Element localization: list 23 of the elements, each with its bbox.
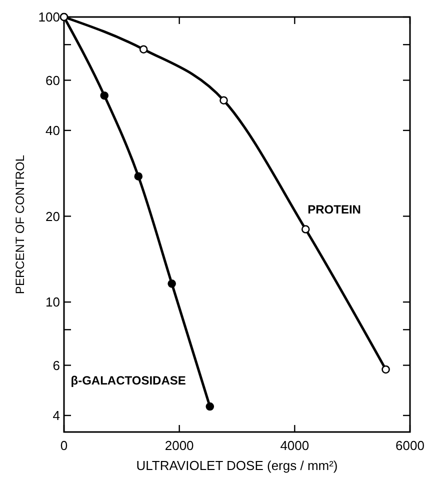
series-label: β-GALACTOSIDASE	[70, 374, 186, 388]
series-label: PROTEIN	[308, 202, 361, 216]
y-tick-label: 40	[46, 122, 60, 138]
y-tick-label: 4	[52, 408, 60, 424]
point	[139, 45, 148, 54]
point	[100, 91, 109, 100]
x-axis-title: ULTRAVIOLET DOSE (ergs / mm²)	[136, 458, 338, 473]
point	[168, 280, 176, 288]
point	[301, 225, 310, 234]
point	[134, 172, 143, 181]
x-tick-label: 6000	[396, 438, 424, 453]
y-axis-title: PERCENT OF CONTROL	[13, 154, 27, 294]
y-tick-label: 6	[52, 358, 60, 373]
point	[206, 402, 214, 411]
y-tick-label: 10	[46, 294, 60, 310]
y-tick-label: 60	[46, 72, 60, 88]
point	[382, 365, 390, 374]
x-tick-label: 0	[60, 438, 68, 453]
y-tick-label: 20	[46, 208, 60, 224]
y-tick-label: 100	[38, 10, 60, 25]
point	[220, 96, 228, 105]
x-tick-label: 2000	[164, 438, 194, 453]
x-tick-label: 4000	[280, 438, 310, 453]
